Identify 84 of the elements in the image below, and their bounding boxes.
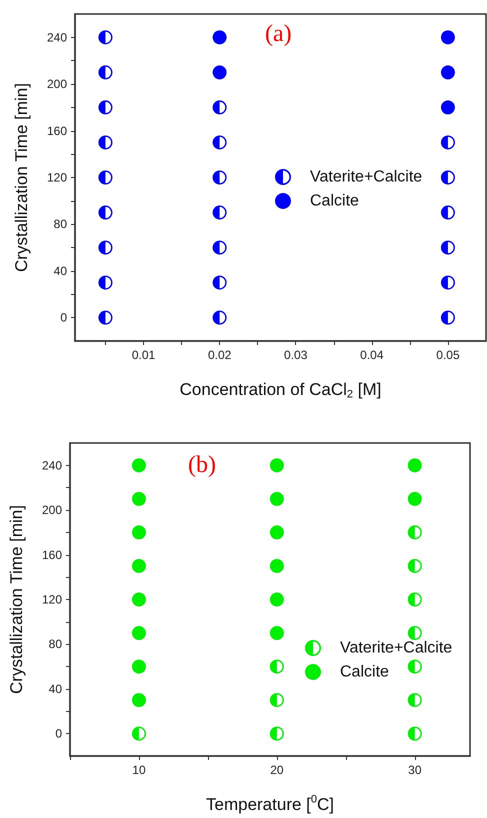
point <box>408 592 422 606</box>
y-tick-label: 200 <box>42 503 62 518</box>
point <box>212 240 227 255</box>
point <box>408 492 422 506</box>
x-tick-label: 0.04 <box>360 348 384 362</box>
y-tick-label: 120 <box>42 592 62 606</box>
point <box>408 558 422 573</box>
y-tick-label: 240 <box>46 30 68 44</box>
x-tick-label: 10 <box>132 763 146 777</box>
point <box>212 170 227 184</box>
point <box>132 592 146 606</box>
legend-label: Vaterite+Calcite <box>310 168 422 186</box>
y-tick-label: 160 <box>46 124 68 138</box>
point <box>440 30 455 44</box>
point <box>132 458 146 472</box>
point <box>440 240 455 255</box>
x-tick-label: 20 <box>270 763 284 777</box>
point <box>132 558 146 573</box>
point <box>270 492 284 506</box>
point <box>270 592 284 606</box>
y-tick-label: 240 <box>42 458 62 472</box>
point <box>98 65 112 80</box>
point <box>270 626 284 640</box>
y-tick-label: 200 <box>46 77 68 92</box>
y-tick-label: 40 <box>54 264 68 278</box>
point <box>440 65 455 80</box>
point <box>270 726 284 741</box>
point <box>270 558 284 573</box>
point <box>212 135 227 150</box>
y-axis-title: Crystallization Time [min] <box>7 505 26 694</box>
legend-label: Calcite <box>310 192 360 210</box>
point <box>212 30 227 44</box>
point <box>440 170 455 184</box>
y-tick-label: 0 <box>55 726 62 741</box>
point <box>212 65 227 80</box>
point <box>270 660 284 674</box>
y-tick-label: 40 <box>48 682 62 696</box>
point <box>408 726 422 741</box>
point <box>408 525 422 540</box>
point <box>98 206 112 220</box>
point <box>98 240 112 255</box>
point <box>212 276 227 290</box>
y-tick-label: 120 <box>46 170 68 184</box>
point <box>98 135 112 150</box>
point <box>270 693 284 708</box>
legend-label: Calcite <box>340 664 390 680</box>
point <box>132 660 146 674</box>
point <box>132 492 146 506</box>
x-tick-label: 0.03 <box>284 348 308 362</box>
point <box>212 100 227 114</box>
point <box>132 626 146 640</box>
point <box>98 30 112 44</box>
point <box>408 626 422 640</box>
point <box>270 525 284 540</box>
point <box>98 310 112 325</box>
y-tick-label: 80 <box>48 637 62 652</box>
legend-label: Vaterite+Calcite <box>340 640 452 656</box>
y-tick-label: 80 <box>54 217 68 232</box>
point <box>132 726 146 741</box>
point <box>408 693 422 708</box>
point <box>440 100 455 114</box>
point <box>440 276 455 290</box>
point <box>98 170 112 184</box>
y-axis-title: Crystallization Time [min] <box>12 83 31 272</box>
annotation: (b) <box>188 452 216 478</box>
point <box>132 525 146 540</box>
x-tick-label: 0.01 <box>132 348 156 362</box>
x-tick-label: 0.05 <box>436 348 460 362</box>
x-tick-label: 30 <box>408 763 422 777</box>
point <box>212 206 227 220</box>
point <box>440 206 455 220</box>
y-tick-label: 160 <box>42 548 62 562</box>
point <box>440 135 455 150</box>
point <box>98 100 112 114</box>
point <box>440 310 455 325</box>
point <box>408 660 422 674</box>
point <box>132 693 146 708</box>
x-tick-label: 0.02 <box>208 348 232 362</box>
point <box>270 458 284 472</box>
y-tick-label: 0 <box>60 310 68 325</box>
annotation: (a) <box>265 21 292 47</box>
point <box>408 458 422 472</box>
point <box>212 310 227 325</box>
point <box>98 276 112 290</box>
